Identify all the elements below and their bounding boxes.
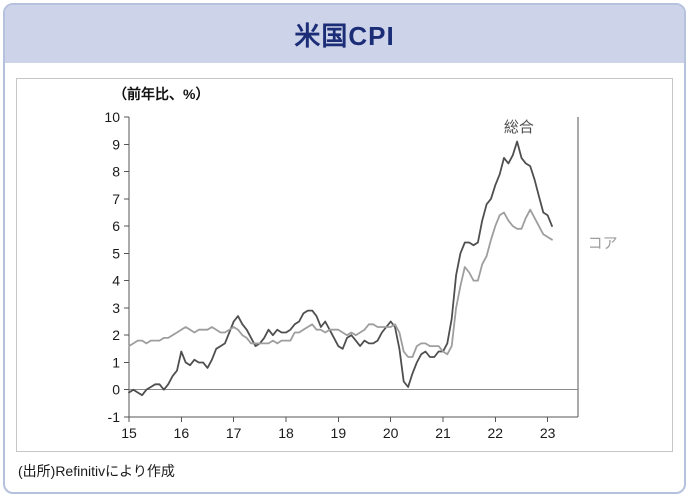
y-tick-label: 2 <box>112 327 120 343</box>
chart-card: 米国CPI -1 0 1 2 3 4 5 6 7 8 9 10 15 16 17 18 19 20 21 22 23 （前… <box>3 3 686 494</box>
y-tick-label: 3 <box>112 300 120 316</box>
y-tick-label: 0 <box>112 382 120 398</box>
x-tick-label: 21 <box>435 425 451 441</box>
y-tick-label: 8 <box>112 164 120 180</box>
x-tick-label: 17 <box>226 425 242 441</box>
x-tick-label: 19 <box>331 425 347 441</box>
y-tick-label: 9 <box>112 136 120 152</box>
header-band: 米国CPI <box>5 5 684 63</box>
x-tick-label: 22 <box>488 425 504 441</box>
source-note: (出所)Refinitivにより作成 <box>18 463 175 479</box>
x-tick-label: 18 <box>278 425 294 441</box>
series-line-core <box>128 208 553 358</box>
y-tick-label: 7 <box>112 191 120 207</box>
y-tick-label: 4 <box>112 273 120 289</box>
y-tick-label: 5 <box>112 245 120 261</box>
series-label-headline: 総合 <box>504 119 534 136</box>
x-tick-label: 15 <box>121 425 137 441</box>
y-tick-label: 6 <box>112 218 120 234</box>
y-tick-label: 10 <box>104 109 120 125</box>
series-line-headline <box>128 140 553 397</box>
series-label-core: コア <box>588 235 618 252</box>
y-axis-unit-label: （前年比、%） <box>113 86 209 102</box>
y-tick-label: -1 <box>108 409 121 425</box>
x-tick-label: 23 <box>540 425 556 441</box>
page-title: 米国CPI <box>294 20 395 51</box>
axes <box>124 116 579 422</box>
chart-panel: -1 0 1 2 3 4 5 6 7 8 9 10 15 16 17 18 19 20 21 22 23 （前年比、%）総… <box>16 78 673 452</box>
y-tick-label: 1 <box>112 354 120 370</box>
x-tick-label: 20 <box>383 425 399 441</box>
x-tick-label: 16 <box>174 425 190 441</box>
